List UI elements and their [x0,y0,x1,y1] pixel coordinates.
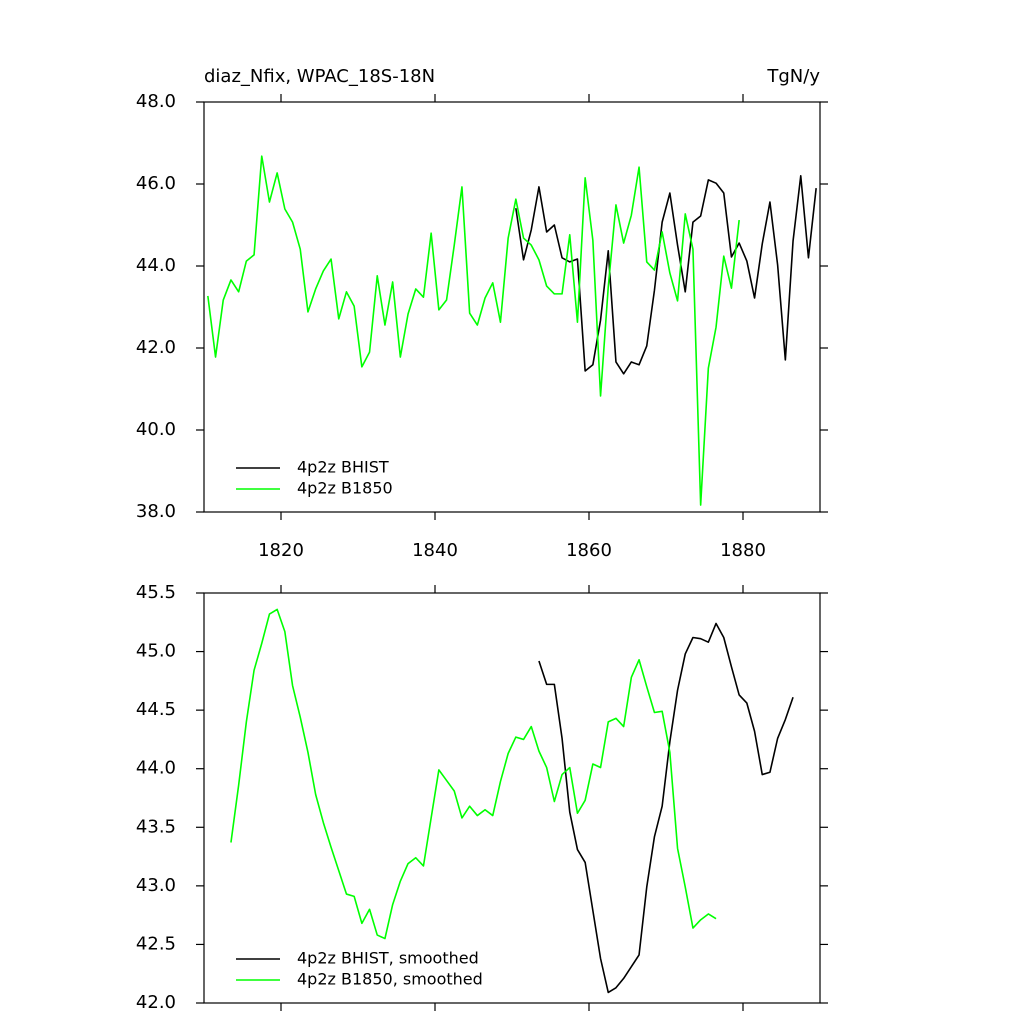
plot-frame [203,101,821,513]
x-tick-label: 1860 [566,540,612,561]
legend-label: 4p2z BHIST, smoothed [297,949,479,968]
y-tick-label: 44.0 [136,758,176,779]
panel-title: diaz_Nfix, WPAC_18S-18N [204,66,435,87]
y-tick-label: 42.0 [136,992,176,1013]
x-tick-label: 1840 [412,540,458,561]
y-tick-label: 42.0 [136,337,176,358]
y-tick-label: 44.0 [136,255,176,276]
panel-units: TgN/y [766,66,820,87]
y-tick-label: 46.0 [136,173,176,194]
series-line [538,622,794,994]
x-tick-label: 1880 [720,540,766,561]
y-tick-label: 44.5 [136,699,176,720]
y-tick-label: 42.5 [136,933,176,954]
x-tick-label: 1820 [258,540,304,561]
y-tick-label: 43.5 [136,816,176,837]
legend-label: 4p2z B1850 [297,479,393,498]
y-tick-label: 43.0 [136,875,176,896]
y-tick-label: 45.0 [136,641,176,662]
legend-label: 4p2z B1850, smoothed [297,970,483,989]
plot-frame [203,592,821,1004]
legend-label: 4p2z BHIST [297,458,389,477]
y-tick-label: 38.0 [136,501,176,522]
y-tick-label: 45.5 [136,582,176,603]
series-line [515,175,817,375]
y-tick-label: 48.0 [136,91,176,112]
y-tick-label: 40.0 [136,419,176,440]
series-line [230,608,717,940]
series-line [207,155,740,506]
